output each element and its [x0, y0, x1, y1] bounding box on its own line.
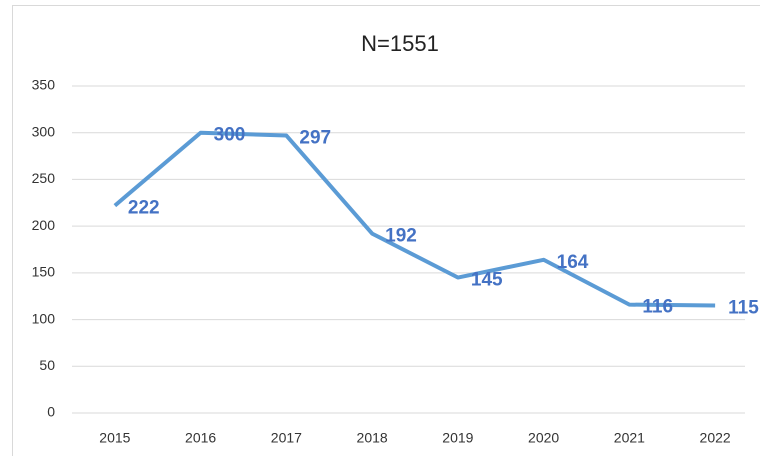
- y-tick-label: 300: [32, 123, 56, 139]
- x-tick-label: 2015: [99, 430, 130, 446]
- x-tick-label: 2020: [528, 430, 559, 446]
- chart-title: N=1551: [361, 31, 439, 56]
- chart-frame: [12, 5, 760, 456]
- data-label: 222: [128, 198, 160, 219]
- y-tick-label: 200: [32, 217, 56, 233]
- data-label: 115: [728, 298, 759, 319]
- data-label: 164: [557, 252, 589, 273]
- y-tick-label: 0: [47, 404, 55, 420]
- x-tick-label: 2021: [614, 430, 645, 446]
- data-label: 192: [385, 226, 417, 247]
- data-label: 145: [471, 270, 503, 291]
- x-tick-label: 2019: [442, 430, 473, 446]
- x-tick-label: 2016: [185, 430, 216, 446]
- x-tick-label: 2017: [271, 430, 302, 446]
- data-label: 116: [642, 297, 673, 318]
- y-tick-label: 350: [32, 77, 56, 93]
- x-tick-label: 2022: [700, 430, 731, 446]
- data-label: 300: [214, 125, 246, 146]
- y-tick-label: 100: [32, 310, 56, 326]
- y-tick-label: 50: [39, 357, 55, 373]
- y-tick-label: 150: [32, 264, 56, 280]
- data-label: 297: [299, 128, 331, 149]
- data-line: [113, 130, 716, 308]
- y-tick-label: 250: [32, 170, 56, 186]
- x-tick-label: 2018: [357, 430, 388, 446]
